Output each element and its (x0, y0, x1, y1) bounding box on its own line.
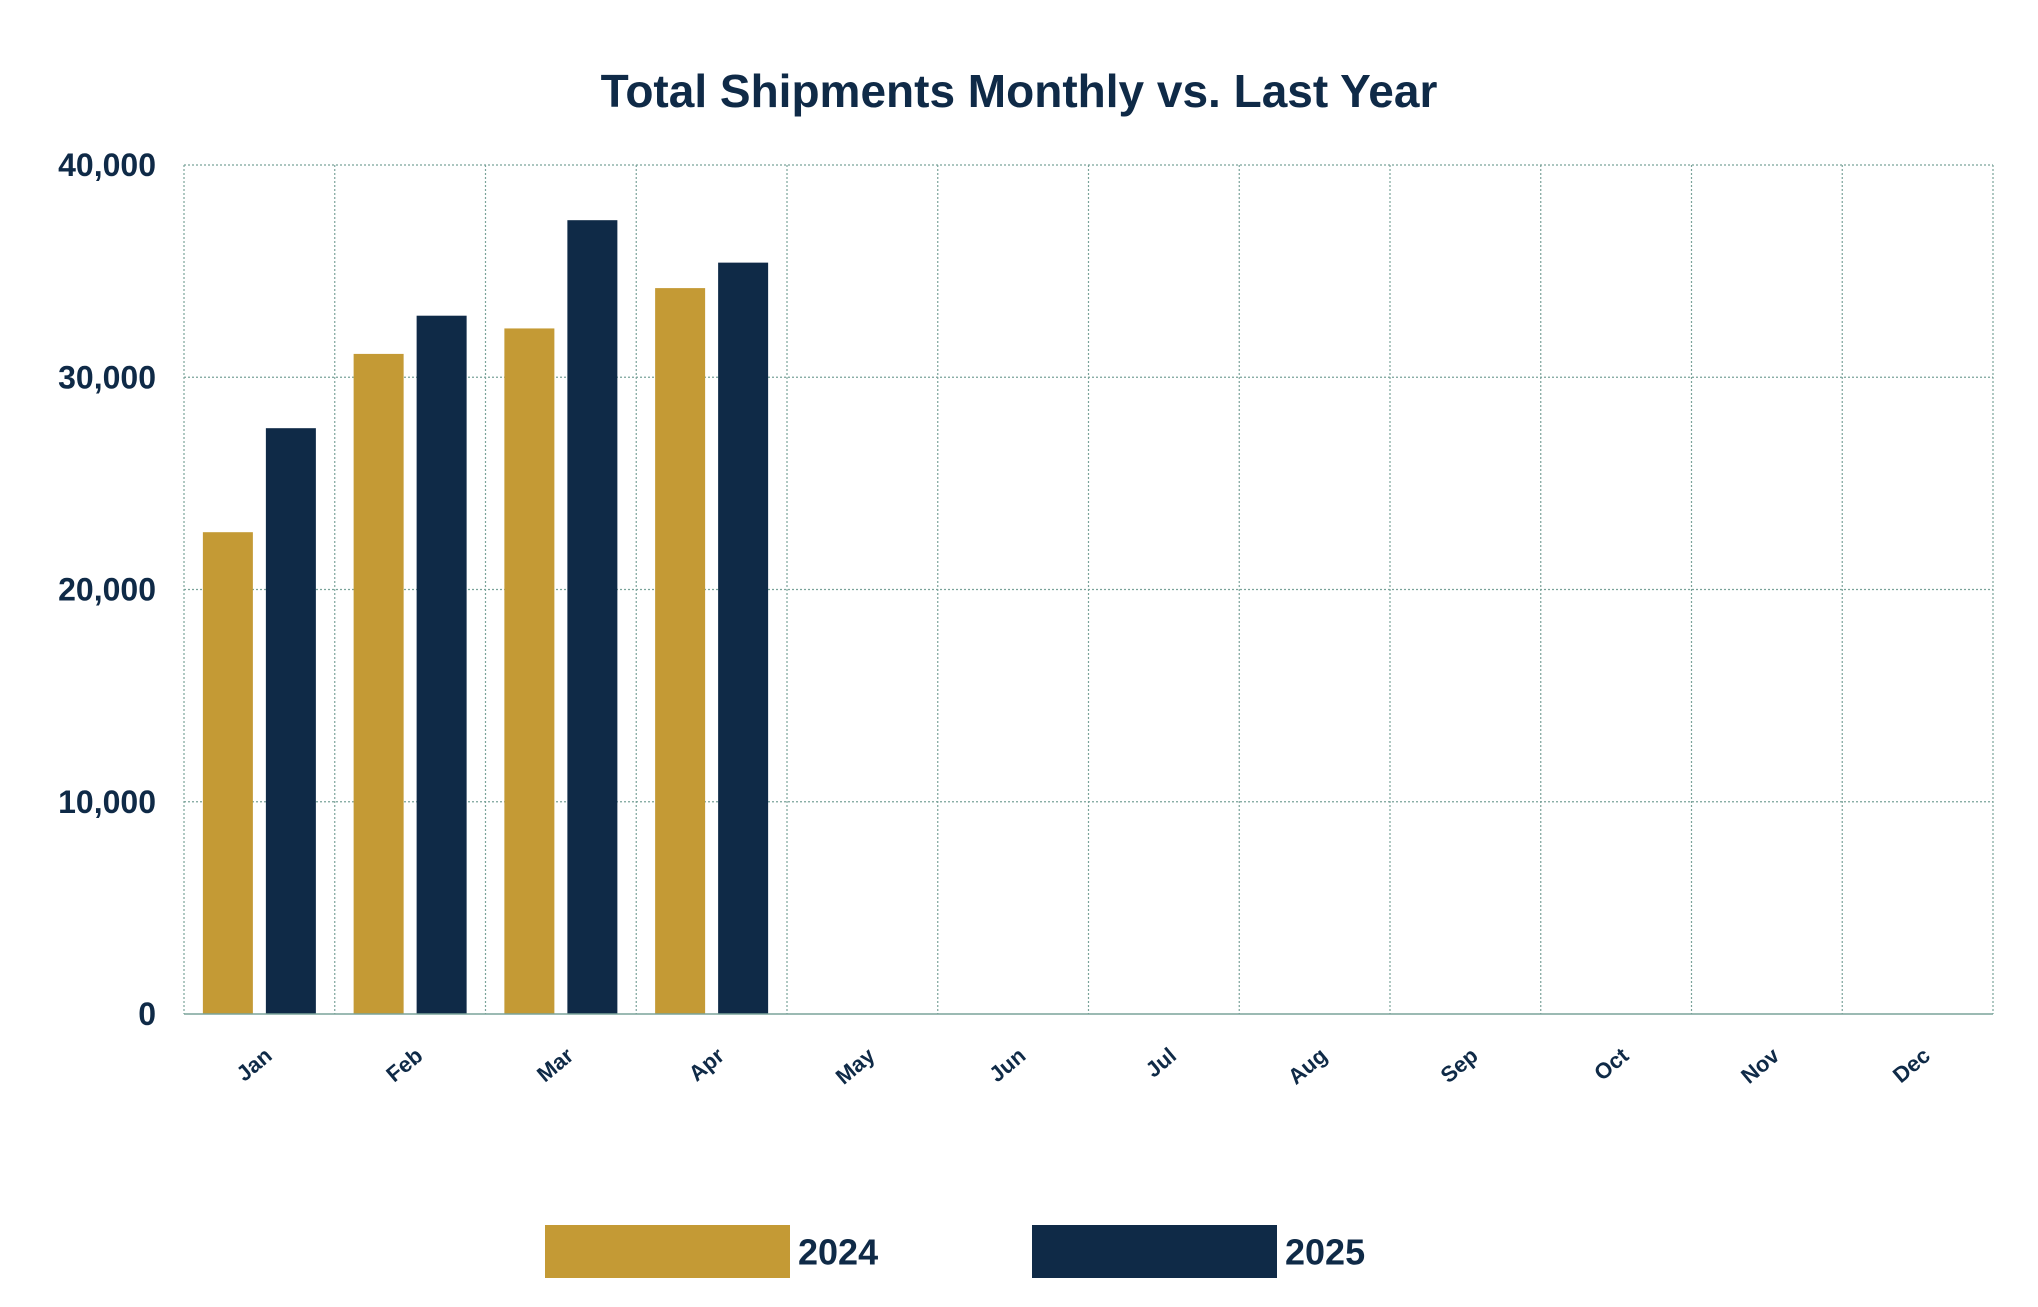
x-tick-label-apr: Apr (684, 1042, 729, 1086)
legend-label-2025: 2025 (1285, 1232, 1365, 1273)
x-tick-label-sep: Sep (1436, 1043, 1483, 1088)
x-tick-label-jan: Jan (231, 1043, 276, 1087)
bars (202, 220, 769, 1015)
y-tick-label-4: 40,000 (58, 147, 156, 183)
bar-2024-feb (353, 353, 404, 1015)
legend-label-2024: 2024 (798, 1232, 878, 1273)
bar-2025-jan (265, 428, 316, 1014)
x-tick-label-dec: Dec (1888, 1043, 1935, 1088)
bar-2025-feb (416, 315, 467, 1014)
y-tick-label-3: 30,000 (58, 359, 156, 395)
bar-2024-mar (504, 328, 555, 1014)
chart-title: Total Shipments Monthly vs. Last Year (601, 65, 1438, 117)
y-tick-labels: 0 10,000 20,000 30,000 40,000 (58, 147, 156, 1032)
grid-lines (183, 164, 1994, 1014)
legend-swatch-2024 (545, 1225, 790, 1278)
x-tick-label-aug: Aug (1283, 1043, 1332, 1090)
bar-2025-mar (567, 220, 618, 1014)
x-tick-label-mar: Mar (532, 1042, 578, 1087)
x-tick-label-may: May (831, 1042, 880, 1089)
x-tick-label-jun: Jun (984, 1043, 1030, 1087)
y-tick-label-0: 0 (138, 996, 156, 1032)
bar-2024-apr (655, 288, 706, 1015)
legend-swatch-2025 (1032, 1225, 1277, 1278)
y-tick-label-1: 10,000 (58, 784, 156, 820)
bar-2024-jan (202, 532, 253, 1014)
x-tick-label-jul: Jul (1141, 1043, 1181, 1083)
x-tick-label-nov: Nov (1736, 1042, 1784, 1088)
bar-2025-apr (718, 262, 769, 1014)
legend: 2024 2025 (545, 1225, 1365, 1278)
y-tick-label-2: 20,000 (58, 572, 156, 608)
x-tick-label-feb: Feb (381, 1043, 427, 1087)
x-tick-label-oct: Oct (1589, 1042, 1634, 1085)
x-tick-labels: Jan Feb Mar Apr May Jun Jul Aug Sep Oct Nov Dec (231, 1042, 1934, 1089)
